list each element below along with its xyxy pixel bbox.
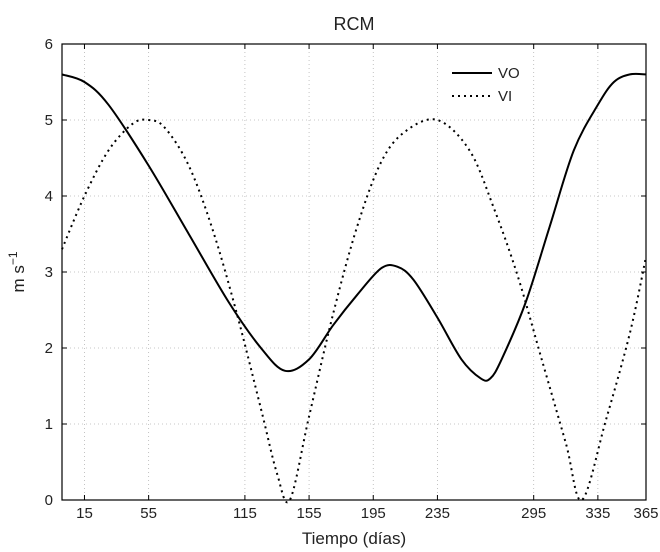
x-tick-label: 295: [521, 505, 546, 522]
legend-label-vi: VI: [498, 88, 512, 105]
legend-label-vo: VO: [498, 65, 520, 82]
y-tick-label: 3: [45, 264, 53, 281]
chart-title: RCM: [334, 14, 375, 34]
x-tick-label: 15: [76, 505, 93, 522]
y-tick-label: 4: [45, 188, 53, 205]
y-tick-label: 6: [45, 36, 53, 53]
x-tick-label: 235: [425, 505, 450, 522]
x-tick-label: 195: [361, 505, 386, 522]
x-tick-label: 55: [140, 505, 157, 522]
y-tick-label: 0: [45, 492, 53, 509]
x-tick-label: 365: [633, 505, 658, 522]
x-axis-title: Tiempo (días): [302, 529, 406, 548]
y-axis-title-superscript: −1: [6, 251, 20, 265]
legend: VO VI: [452, 65, 520, 105]
y-tick-label: 2: [45, 340, 53, 357]
y-tick-label: 5: [45, 112, 53, 129]
x-tick-label: 155: [297, 505, 322, 522]
y-tick-label: 1: [45, 416, 53, 433]
ticks: 15 55 115 155 195 235 295 335 365 0 1 2 3 4 5 6: [45, 36, 659, 522]
x-tick-label: 115: [233, 505, 257, 522]
y-axis-title-base: m s: [9, 265, 28, 292]
x-tick-label: 335: [585, 505, 610, 522]
series-line-vo: [61, 72, 647, 382]
series-group: [61, 72, 647, 504]
y-axis-title: m s−1: [6, 251, 28, 292]
